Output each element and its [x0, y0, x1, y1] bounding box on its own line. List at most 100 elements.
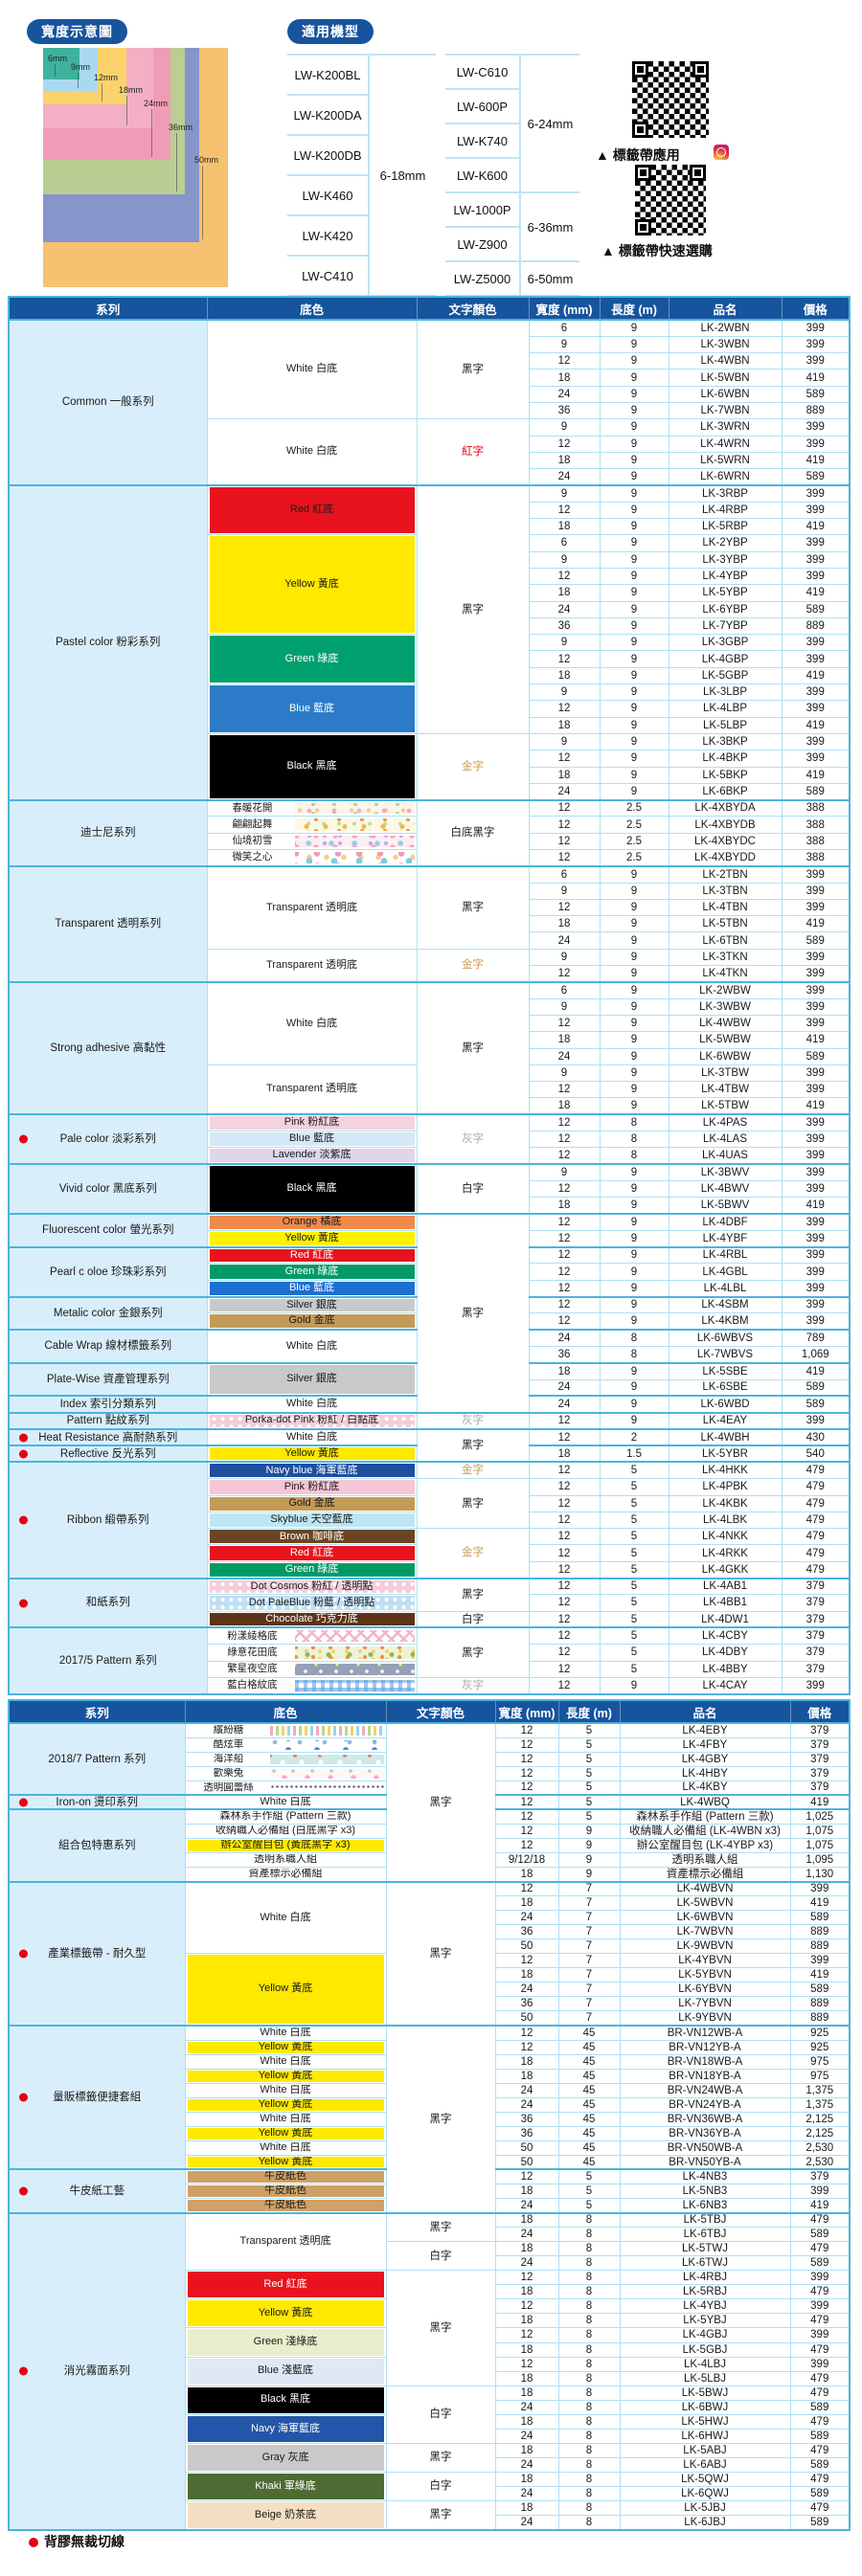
- column-header: 品名: [619, 1700, 790, 1723]
- series-label: 牛皮紙工藝: [69, 2184, 125, 2197]
- width-cell: 36: [528, 1345, 601, 1364]
- color-swatch: Yellow 黃底: [187, 2070, 384, 2082]
- series-label: Reflective 反光系列: [59, 1447, 156, 1460]
- model-table-b: LW-C610 6-24mm LW-600P LW-K740 LW-K600 LW-100…: [445, 54, 579, 297]
- table-row: 18 7 LK-5WBVN 419: [9, 1895, 851, 1912]
- background-color-cell: Black 黑底: [184, 2385, 387, 2415]
- product-name-cell: LK-4DBY: [668, 1644, 783, 1662]
- width-label-6mm: 6mm: [48, 54, 67, 63]
- price-cell: 379: [781, 1660, 851, 1678]
- text-color-cell: 白底黑字: [416, 798, 530, 867]
- table-row: 18 9 LK-5LBP 419: [9, 716, 851, 734]
- text-color-cell: 紅字: [416, 418, 530, 486]
- length-cell: 9: [599, 948, 669, 967]
- new-product-dot-icon: [19, 2093, 28, 2102]
- product-name-cell: BR-VN18WB-A: [619, 2053, 791, 2070]
- price-cell: 419: [789, 1967, 851, 1983]
- pattern-label: 歡樂兔: [187, 1767, 270, 1780]
- product-name-cell: LK-5WBVN: [619, 1895, 791, 1912]
- product-name-cell: LK-7YBP: [668, 616, 783, 636]
- width-cell: 12: [528, 1676, 601, 1695]
- table-row: 12 9 LK-4WBW 399: [9, 1014, 851, 1033]
- pattern-label: 酷炫車: [187, 1738, 270, 1751]
- length-cell: 9: [599, 1163, 669, 1181]
- length-cell: 9: [599, 1097, 669, 1115]
- product-name-cell: BR-VN12YB-A: [619, 2039, 791, 2055]
- product-name-cell: LK-4KBY: [619, 1780, 791, 1796]
- product-name-cell: LK-5WBW: [668, 1031, 783, 1049]
- qr-code-instagram[interactable]: [632, 61, 709, 138]
- table-row: 產業標籤帶 - 耐久型 White 白底 黑字 12 7 LK-4WBVN 399: [8, 1880, 851, 2027]
- width-cell: 24: [494, 2096, 559, 2113]
- product-name-cell: LK-2WBN: [668, 318, 783, 337]
- length-cell: 2.5: [599, 798, 669, 818]
- product-name-cell: LK-6ABJ: [619, 2456, 791, 2473]
- color-swatch: 透明圓蕾絲: [187, 1781, 384, 1794]
- background-color-cell: Yellow 黃底: [184, 2039, 387, 2055]
- width-tick: [55, 64, 56, 77]
- price-cell: 925: [789, 2024, 851, 2041]
- price-cell: 1,075: [789, 1823, 851, 1839]
- table-header-row: 系列 底色 文字顏色 寬度 (mm) 長度 (m) 品名 價格: [8, 1700, 850, 1723]
- price-cell: 589: [781, 1395, 851, 1414]
- color-swatch: White 白底: [209, 1398, 415, 1411]
- table-row: 繁星夜空底 12 5 LK-4BBY 379: [9, 1660, 851, 1678]
- width-cell: 24: [528, 1047, 601, 1065]
- table-row: 翩翩起舞 12 2.5 LK-4XBYDB 388: [9, 816, 851, 834]
- table-row: Khaki 軍綠底 白字 18 8 LK-5QWJ 479: [9, 2471, 851, 2502]
- series-label: Common 一般系列: [61, 396, 154, 409]
- pattern-swatch: [295, 802, 415, 815]
- column-header: 寬度 (mm): [528, 297, 600, 320]
- length-cell: 9: [599, 1312, 669, 1331]
- length-cell: 9: [599, 1263, 669, 1281]
- price-cell: 589: [789, 2227, 851, 2243]
- length-cell: 45: [557, 2053, 621, 2070]
- width-cell: 18: [528, 1197, 601, 1215]
- table-row: Red 紅底 黑字 12 8 LK-4RBJ 399: [9, 2270, 851, 2386]
- table-row: Heat Resistance 高耐熱系列 White 白底 黑字 12 2 LK-4WB…: [8, 1427, 851, 1463]
- price-cell: 399: [781, 700, 851, 718]
- width-cell: 18: [494, 2068, 559, 2084]
- table-row: 歡樂兔 12 5 LK-4HBY 379: [9, 1765, 851, 1781]
- color-swatch: Green 淺綠底: [187, 2329, 384, 2356]
- length-cell: 5: [557, 1751, 621, 1767]
- series-cell: Pale color 淡彩系列: [8, 1113, 208, 1165]
- background-color-cell: 歡樂兔: [184, 1765, 387, 1781]
- table-row: 海洋船 12 5 LK-4GBY 379: [9, 1751, 851, 1767]
- pattern-label: 透明圓蕾絲: [187, 1781, 270, 1794]
- text-color-cell: 黑字: [416, 319, 530, 420]
- color-swatch: White 白底: [187, 1883, 384, 1953]
- table-row: 18 9 LK-5TBN 419: [9, 915, 851, 933]
- series-label: Strong adhesive 高黏性: [50, 1042, 167, 1055]
- length-cell: 9: [599, 483, 669, 503]
- length-cell: 9: [599, 385, 669, 403]
- background-color-cell: Transparent 透明底: [206, 948, 418, 983]
- color-swatch: Green 綠底: [209, 1562, 415, 1577]
- series-label: Plate-Wise 資產管理系列: [46, 1373, 170, 1385]
- text-color-cell: 黑字: [416, 980, 530, 1115]
- length-cell: 5: [599, 1528, 669, 1546]
- length-cell: 5: [599, 1544, 669, 1562]
- table-row: Yellow 黃底 12 45 BR-VN12YB-A 925: [9, 2039, 851, 2055]
- price-cell: 1,069: [781, 1345, 851, 1364]
- product-name-cell: LK-5YBJ: [619, 2313, 791, 2329]
- qr-code-shop[interactable]: [635, 165, 706, 235]
- product-name-cell: LK-4PBK: [668, 1478, 783, 1496]
- length-cell: 9: [599, 700, 669, 718]
- price-cell: 889: [789, 1938, 851, 1955]
- length-cell: 9: [599, 534, 669, 552]
- length-cell: 9: [599, 1295, 669, 1314]
- product-name-cell: LK-2YBP: [668, 534, 783, 552]
- table-row: 9 9 LK-3YBP 399: [9, 550, 851, 569]
- qr-finder: [690, 165, 706, 181]
- length-cell: 7: [557, 1967, 621, 1983]
- price-cell: 789: [781, 1329, 851, 1347]
- width-cell: 9: [528, 997, 601, 1016]
- background-color-cell: Navy blue 海軍藍底: [206, 1461, 418, 1480]
- price-cell: 889: [789, 1924, 851, 1940]
- table-row: 50 7 LK-9WBVN 889: [9, 1938, 851, 1955]
- length-cell: 9: [599, 1395, 669, 1414]
- text-color-cell: 灰字: [416, 1411, 530, 1430]
- length-cell: 9: [599, 997, 669, 1016]
- color-swatch: Black 黑底: [187, 2386, 384, 2413]
